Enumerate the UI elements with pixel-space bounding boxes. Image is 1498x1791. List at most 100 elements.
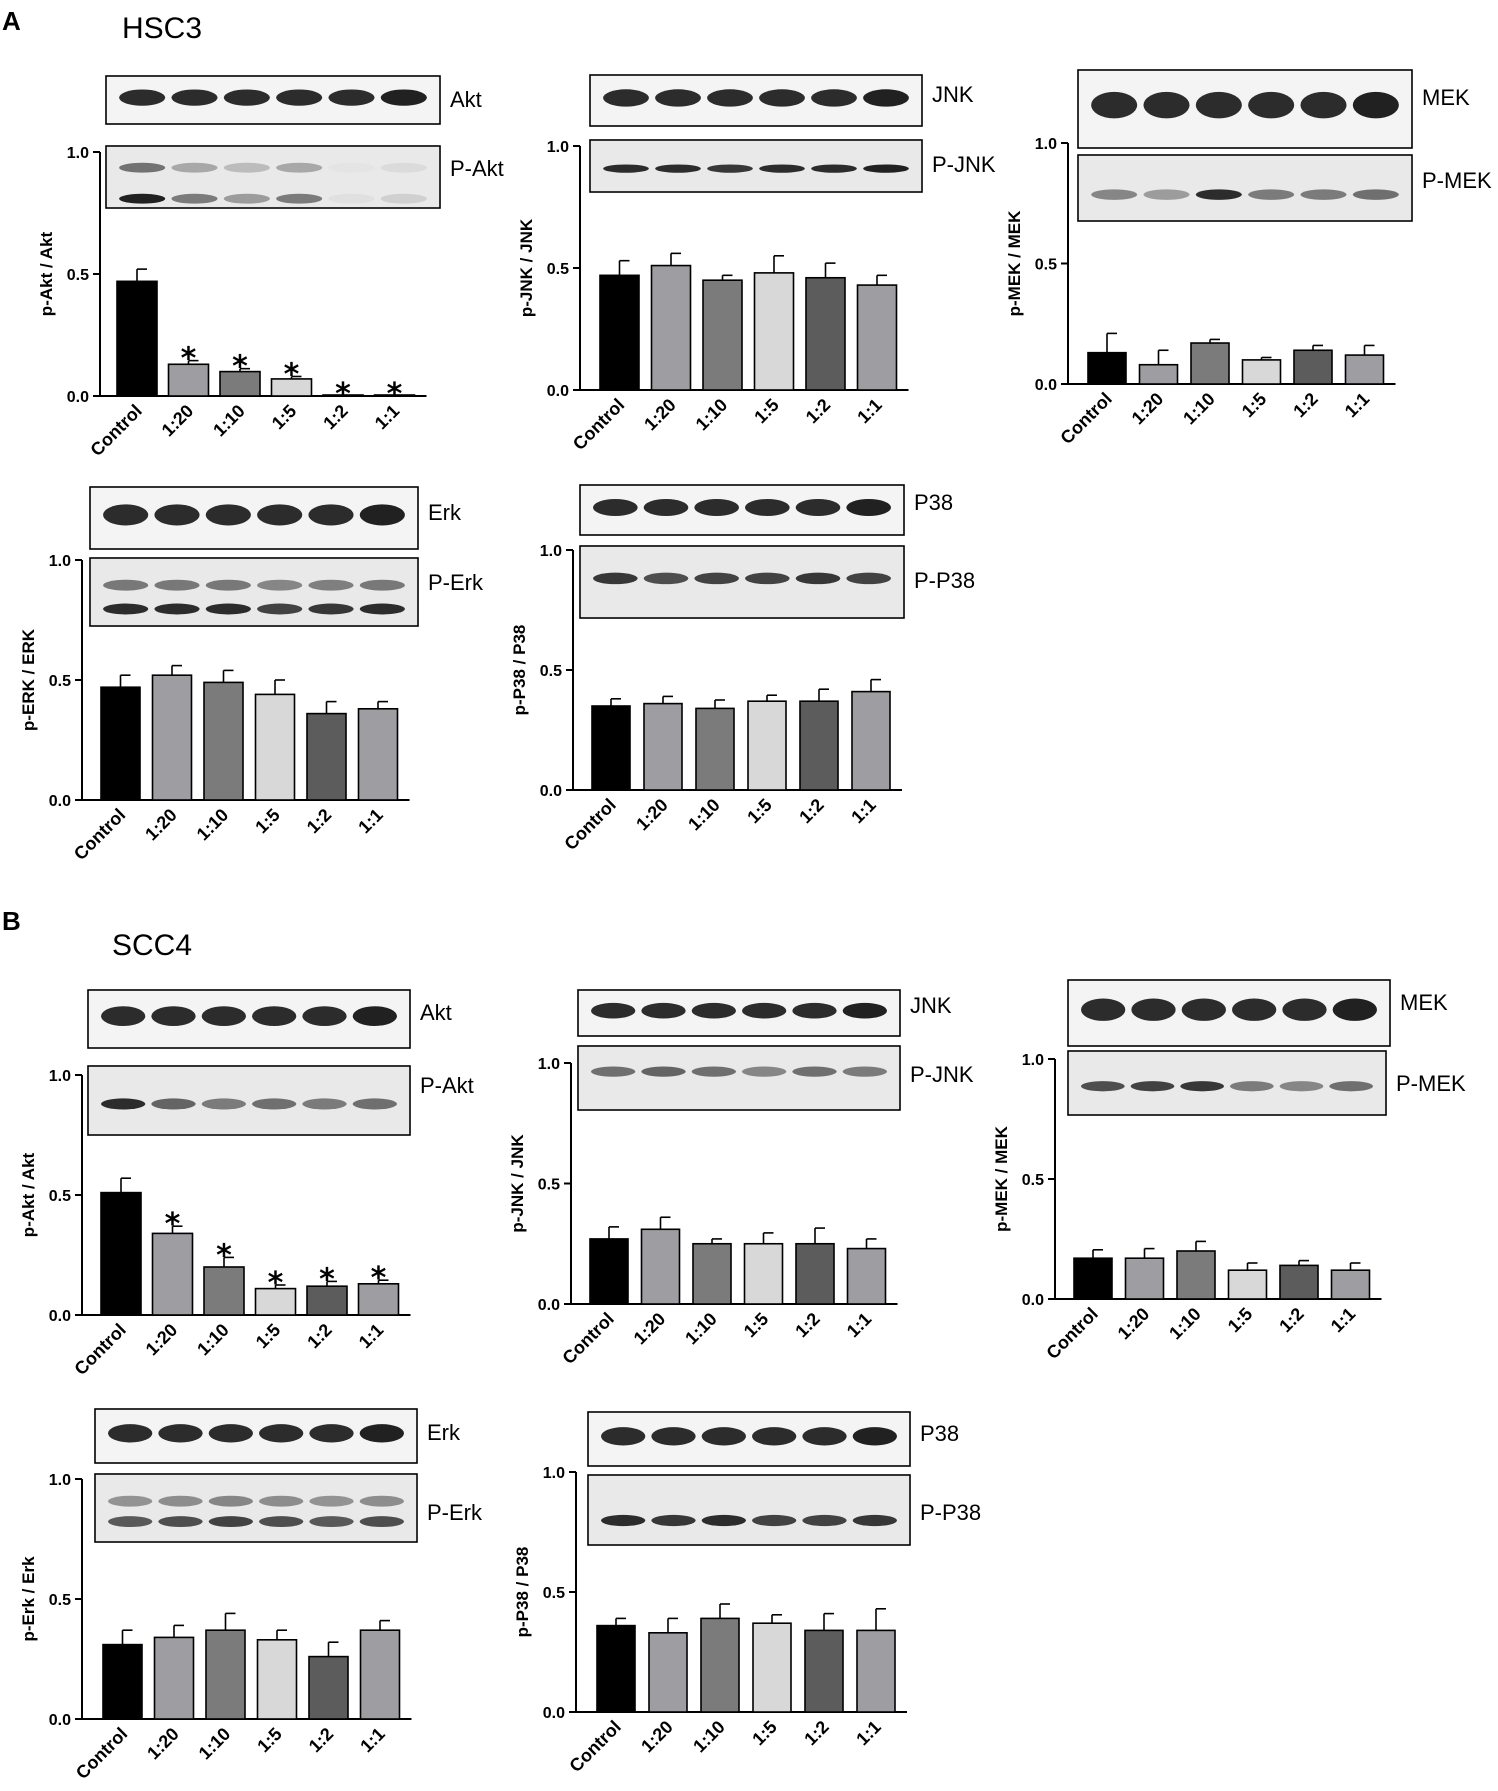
hsc3-p38-phospho-band	[694, 572, 739, 585]
scc4-mek-total-band	[1081, 998, 1126, 1021]
scc4-p38-category-label: 1:1	[852, 1717, 885, 1750]
scc4-akt-category-label: Control	[70, 1320, 129, 1379]
scc4-jnk-phospho-blot-label: P-JNK	[910, 1062, 974, 1087]
hsc3-jnk-bar	[702, 279, 743, 391]
scc4-mek-bar	[1124, 1257, 1165, 1300]
hsc3-akt-significance-marker: *	[387, 377, 403, 412]
hsc3-erk-total-blot-label: Erk	[428, 500, 462, 525]
scc4-mek-total-blot-label: MEK	[1400, 990, 1448, 1015]
hsc3-akt-total-band	[328, 89, 375, 106]
scc4-mek-y-tick-label: 0.0	[1022, 1292, 1044, 1309]
scc4-p38-bar	[804, 1629, 844, 1713]
hsc3-erk-bar	[357, 707, 399, 801]
scc4-erk-category-label: 1:1	[356, 1724, 389, 1757]
scc4-akt-phospho-band	[252, 1098, 297, 1110]
hsc3-erk-bar	[203, 681, 244, 801]
scc4-erk-phospho-blot-label: P-Erk	[427, 1500, 483, 1525]
scc4-erk-phospho-band	[208, 1516, 253, 1528]
hsc3-p38-bar	[799, 700, 839, 791]
scc4-akt-significance-marker: *	[165, 1207, 181, 1242]
hsc3-erk-phospho-band	[103, 603, 149, 615]
hsc3-akt-total-band	[119, 89, 166, 106]
scc4-erk-phospho-band	[359, 1516, 404, 1528]
hsc3-p38-phospho-band	[846, 572, 891, 585]
hsc3-mek-total-band	[1195, 91, 1242, 119]
hsc3-p38-phospho-band	[745, 572, 790, 585]
hsc3-jnk-category-label: 1:2	[802, 395, 835, 428]
scc4-p38-total-band	[601, 1427, 646, 1446]
hsc3-p38-total-blot-label: P38	[914, 490, 953, 515]
hsc3-akt-phospho-band	[171, 162, 218, 173]
scc4-jnk-category-label: 1:1	[843, 1309, 876, 1342]
scc4-p38-phospho-band	[802, 1514, 847, 1527]
hsc3-erk-phospho-blot-label: P-Erk	[428, 570, 484, 595]
hsc3-akt-phospho-band	[119, 162, 166, 173]
hsc3-jnk-total-band	[759, 89, 805, 107]
scc4-erk-bar	[359, 1629, 401, 1720]
hsc3-mek-category-label: 1:10	[1179, 389, 1219, 429]
hsc3-akt-phospho-band	[276, 162, 323, 173]
hsc3-akt-category-label: 1:10	[209, 401, 249, 441]
scc4-mek-bar	[1330, 1269, 1371, 1300]
scc4-jnk-total-band	[641, 1002, 686, 1019]
hsc3-mek-bar	[1293, 349, 1333, 385]
hsc3-mek-category-label: 1:1	[1341, 389, 1374, 422]
scc4-akt-y-title: p-Akt / Akt	[19, 1152, 38, 1237]
hsc3-mek-category-label: 1:20	[1128, 389, 1168, 429]
scc4-mek-phospho-blot-label: P-MEK	[1396, 1071, 1466, 1096]
panel-b-cell-line: SCC4	[112, 929, 192, 962]
scc4-akt-category-label: 1:1	[355, 1320, 388, 1353]
scc4-p38-total-band	[752, 1427, 797, 1446]
hsc3-akt-phospho-band	[223, 193, 270, 204]
hsc3-erk-bar	[151, 674, 193, 801]
hsc3-p38-y-tick-label: 0.0	[540, 783, 562, 800]
hsc3-jnk-y-title: p-JNK / JNK	[517, 218, 536, 317]
scc4-jnk-total-blot-label: JNK	[910, 993, 952, 1018]
chart-hsc3-erk: Erk P-Erk 0.0 0.5 1.0 p-ERK / ERK Control 1:20 1…	[19, 486, 484, 864]
hsc3-jnk-total-band	[707, 89, 753, 107]
scc4-p38-total-band	[802, 1427, 847, 1446]
scc4-jnk-y-tick-label: 0.5	[538, 1177, 560, 1194]
scc4-mek-total-band	[1131, 998, 1176, 1021]
hsc3-p38-bar	[591, 705, 631, 791]
scc4-mek-phospho-band	[1279, 1081, 1324, 1092]
scc4-akt-total-band	[302, 1006, 347, 1026]
scc4-jnk-category-label: 1:5	[740, 1309, 773, 1342]
panel-b-letter: B	[2, 906, 21, 936]
scc4-jnk-category-label: 1:10	[681, 1309, 721, 1349]
hsc3-p38-total-band	[694, 499, 739, 516]
hsc3-akt-bar	[322, 394, 364, 397]
hsc3-p38-bar	[695, 707, 735, 791]
hsc3-jnk-y-tick-label: 1.0	[547, 139, 569, 156]
hsc3-akt-phospho-band	[328, 193, 375, 204]
hsc3-jnk-bar	[599, 274, 640, 391]
scc4-akt-total-band	[352, 1006, 397, 1026]
scc4-erk-category-label: Control	[72, 1724, 131, 1783]
scc4-p38-y-tick-label: 0.0	[543, 1705, 565, 1722]
hsc3-erk-total-band	[205, 504, 251, 526]
scc4-jnk-total-band	[691, 1002, 736, 1019]
hsc3-erk-category-label: 1:5	[251, 805, 284, 838]
scc4-jnk-total-band	[742, 1002, 787, 1019]
scc4-p38-phospho-band	[752, 1514, 797, 1527]
scc4-akt-phospho-band	[151, 1098, 196, 1110]
scc4-p38-bar	[856, 1629, 896, 1713]
hsc3-jnk-total-band	[863, 89, 909, 107]
hsc3-jnk-category-label: 1:1	[853, 395, 886, 428]
scc4-erk-phospho-band	[259, 1516, 304, 1528]
scc4-jnk-phospho-band	[691, 1066, 736, 1077]
hsc3-erk-total-band	[154, 504, 200, 526]
hsc3-erk-y-title: p-ERK / ERK	[19, 628, 38, 731]
chart-scc4-p38: P38 P-P38 0.0 0.5 1.0 p-P38 / P38 Control 1:20 1…	[513, 1411, 981, 1776]
hsc3-mek-bar	[1190, 342, 1230, 385]
hsc3-p38-total-band	[643, 499, 689, 516]
scc4-mek-bar	[1073, 1257, 1113, 1300]
hsc3-mek-category-label: 1:2	[1289, 389, 1322, 422]
hsc3-jnk-phospho-blot-background	[591, 141, 921, 191]
hsc3-mek-category-label: 1:5	[1238, 389, 1271, 422]
hsc3-akt-total-band	[276, 89, 323, 106]
hsc3-akt-phospho-blot-label: P-Akt	[450, 156, 504, 181]
hsc3-jnk-bar	[650, 264, 692, 391]
hsc3-erk-phospho-band	[359, 579, 405, 591]
hsc3-mek-bar	[1344, 354, 1385, 385]
